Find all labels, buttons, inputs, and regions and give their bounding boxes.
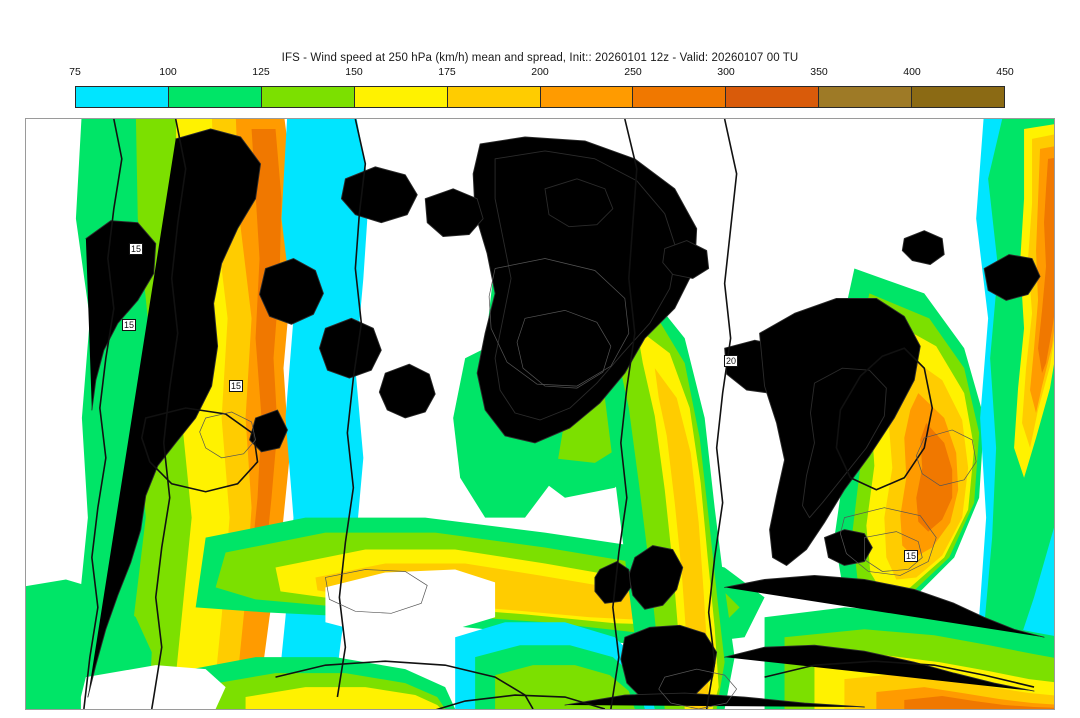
map-canvas <box>26 119 1054 709</box>
colorbar-band <box>76 87 169 107</box>
colorbar-tick: 75 <box>69 66 81 78</box>
contour-label: 15 <box>121 319 137 331</box>
colorbar: 75 100 125 150 175 200 250 300 350 400 450 <box>69 66 1014 112</box>
colorbar-tick: 100 <box>159 66 177 78</box>
chart-title: IFS - Wind speed at 250 hPa (km/h) mean … <box>281 52 799 64</box>
colorbar-swatches <box>75 86 1005 108</box>
colorbar-band <box>447 87 541 107</box>
colorbar-tick: 125 <box>252 66 270 78</box>
colorbar-band <box>726 87 820 107</box>
colorbar-band <box>354 87 448 107</box>
colorbar-tick: 150 <box>345 66 363 78</box>
colorbar-tick: 200 <box>531 66 549 78</box>
inner-contours <box>199 258 977 709</box>
colorbar-band <box>261 87 355 107</box>
colorbar-tick: 400 <box>903 66 921 78</box>
map-panel[interactable]: 15 15 15 20 15 20 25 20 25 <box>25 118 1055 710</box>
colorbar-tick: 250 <box>624 66 642 78</box>
colorbar-tick: 350 <box>810 66 828 78</box>
contour-label: 20 <box>723 355 739 367</box>
colorbar-band <box>540 87 634 107</box>
colorbar-band <box>912 87 1005 107</box>
contour-label: 15 <box>128 243 144 255</box>
coastlines <box>85 128 1045 708</box>
contour-label: 15 <box>228 380 244 392</box>
colorbar-band <box>168 87 262 107</box>
contour-label: 15 <box>903 550 919 562</box>
colorbar-tick: 450 <box>996 66 1014 78</box>
colorbar-band <box>633 87 727 107</box>
spread-contours <box>83 119 1035 709</box>
colorbar-tick: 300 <box>717 66 735 78</box>
colorbar-tick-labels: 75 100 125 150 175 200 250 300 350 400 450 <box>69 66 1014 82</box>
colorbar-band <box>819 87 913 107</box>
colorbar-tick: 175 <box>438 66 456 78</box>
